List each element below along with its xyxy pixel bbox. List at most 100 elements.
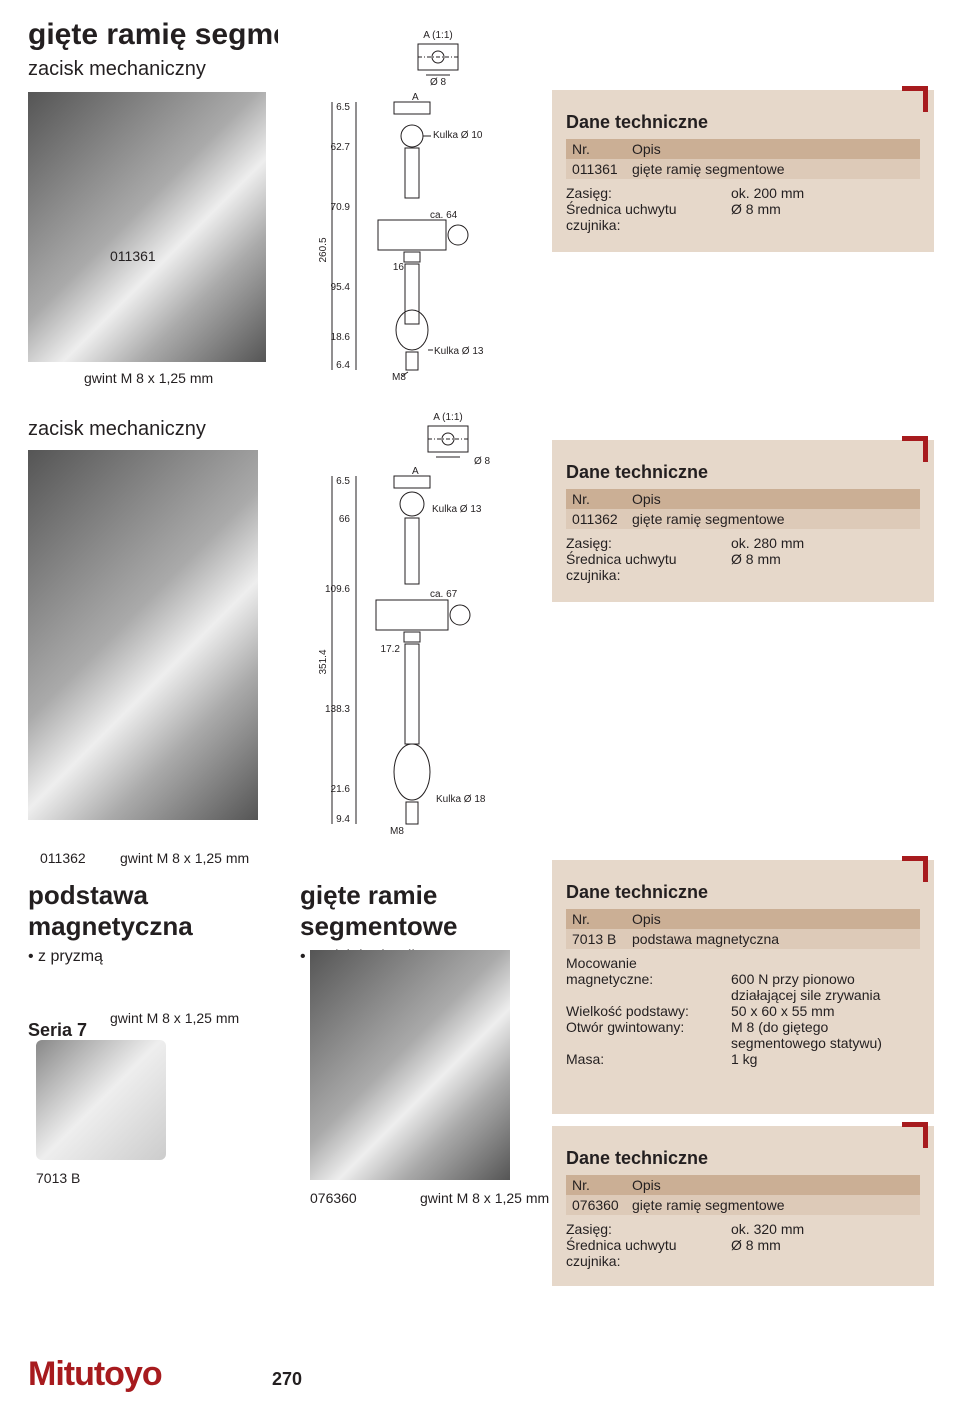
panel-title: Dane techniczne xyxy=(566,882,920,903)
corner-mark-icon xyxy=(902,856,928,882)
col-nr: Nr. xyxy=(566,139,626,159)
corner-mark-icon xyxy=(902,1122,928,1148)
spec-key: Mocowanie xyxy=(566,955,731,971)
cell-nr: 011361 xyxy=(566,159,626,179)
reach-key: Zasięg: xyxy=(566,1221,731,1237)
svg-text:17.2: 17.2 xyxy=(381,644,401,655)
part-callout-7013b: 7013 B xyxy=(36,1170,80,1186)
cell-nr: 076360 xyxy=(566,1195,626,1215)
col-opis: Opis xyxy=(626,489,920,509)
svg-text:260.5: 260.5 xyxy=(318,237,329,262)
thread-label-2: gwint M 8 x 1,25 mm xyxy=(120,850,249,866)
svg-text:9.4: 9.4 xyxy=(336,814,350,825)
svg-text:ca. 64: ca. 64 xyxy=(430,210,458,221)
thread-label-1: gwint M 8 x 1,25 mm xyxy=(84,370,213,386)
cell-opis: gięte ramię segmentowe xyxy=(626,159,920,179)
bullet-with-prism: z pryzmą xyxy=(28,948,288,966)
heading-arm-hydraulic: gięte ramie segmentowe xyxy=(300,880,540,942)
spec-val: 1 kg xyxy=(731,1051,920,1067)
svg-text:Kulka Ø 10: Kulka Ø 10 xyxy=(433,130,483,141)
col-opis: Opis xyxy=(626,139,920,159)
dia-key: Średnica uchwytu czujnika: xyxy=(566,551,731,583)
dia-key: Średnica uchwytu czujnika: xyxy=(566,1237,731,1269)
spec-key xyxy=(566,987,731,1003)
svg-text:6.5: 6.5 xyxy=(336,102,350,113)
svg-text:ca. 67: ca. 67 xyxy=(430,589,458,600)
svg-text:95.4: 95.4 xyxy=(331,282,351,293)
spec-table-011362: Nr. Opis 011362 gięte ramię segmentowe xyxy=(566,489,920,529)
cell-opis: podstawa magnetyczna xyxy=(626,929,920,949)
col-nr: Nr. xyxy=(566,489,626,509)
dia-key: Średnica uchwytu czujnika: xyxy=(566,201,731,233)
spec-key: Masa: xyxy=(566,1051,731,1067)
spec-val xyxy=(731,955,920,971)
reach-val: ok. 280 mm xyxy=(731,535,920,551)
svg-text:M8: M8 xyxy=(392,372,406,383)
panel-title: Dane techniczne xyxy=(566,462,920,483)
svg-text:351.4: 351.4 xyxy=(318,649,329,674)
svg-text:A (1:1): A (1:1) xyxy=(433,412,462,423)
tech-data-panel-7013b: Dane techniczne Nr. Opis 7013 B podstawa… xyxy=(552,860,934,1114)
svg-text:A: A xyxy=(412,466,419,477)
cell-opis: gięte ramię segmentowe xyxy=(626,509,920,529)
svg-text:Kulka Ø 13: Kulka Ø 13 xyxy=(434,346,484,357)
spec-val: 50 x 60 x 55 mm xyxy=(731,1003,920,1019)
tech-data-panel-076360: Dane techniczne Nr. Opis 076360 gięte ra… xyxy=(552,1126,934,1286)
svg-text:M8: M8 xyxy=(390,826,404,837)
svg-text:Ø 8: Ø 8 xyxy=(430,77,447,88)
spec-table-076360: Nr. Opis 076360 gięte ramię segmentowe xyxy=(566,1175,920,1215)
panel-title: Dane techniczne xyxy=(566,112,920,133)
brand-logo: Mitutoyo xyxy=(28,1355,162,1394)
col-nr: Nr. xyxy=(566,1175,626,1195)
spec-table-7013b: Nr. Opis 7013 B podstawa magnetyczna xyxy=(566,909,920,949)
product-photo-011361 xyxy=(28,92,266,362)
col-opis: Opis xyxy=(626,1175,920,1195)
cell-nr: 7013 B xyxy=(566,929,626,949)
spec-key: Wielkość podstawy: xyxy=(566,1003,731,1019)
svg-text:16: 16 xyxy=(393,262,405,273)
spec-key xyxy=(566,1035,731,1051)
svg-text:21.6: 21.6 xyxy=(331,784,351,795)
svg-text:70.9: 70.9 xyxy=(331,202,351,213)
cell-nr: 011362 xyxy=(566,509,626,529)
tech-drawing-011361: A (1:1) Ø 8 A Kulka Ø 10 ca. 64 16 Kulka… xyxy=(278,20,538,390)
spec-val: 600 N przy pionowo xyxy=(731,971,920,987)
svg-text:62.7: 62.7 xyxy=(331,142,351,153)
product-photo-011362 xyxy=(28,450,258,820)
svg-text:Kulka Ø 13: Kulka Ø 13 xyxy=(432,504,482,515)
spec-val: M 8 (do giętego xyxy=(731,1019,920,1035)
tech-data-panel-011362: Dane techniczne Nr. Opis 011362 gięte ra… xyxy=(552,440,934,602)
tech-drawing-011362: A (1:1) Ø 8 A Kulka Ø 13 ca. 67 17.2 Kul… xyxy=(278,402,538,852)
spec-key: magnetyczne: xyxy=(566,971,731,987)
spec-rows-7013b: Mocowaniemagnetyczne:600 N przy pionowod… xyxy=(566,955,920,1067)
spec-val: działającej sile zrywania xyxy=(731,987,920,1003)
thread-label-4: gwint M 8 x 1,25 mm xyxy=(420,1190,549,1206)
tech-data-panel-011361: Dane techniczne Nr. Opis 011361 gięte ra… xyxy=(552,90,934,252)
thread-label-3: gwint M 8 x 1,25 mm xyxy=(110,1010,239,1026)
svg-text:66: 66 xyxy=(339,514,351,525)
page-number: 270 xyxy=(272,1369,302,1390)
dia-val: Ø 8 mm xyxy=(731,1237,920,1269)
svg-text:Kulka Ø 18: Kulka Ø 18 xyxy=(436,794,486,805)
cell-opis: gięte ramię segmentowe xyxy=(626,1195,920,1215)
svg-text:18.6: 18.6 xyxy=(331,332,351,343)
svg-text:A: A xyxy=(412,92,419,103)
corner-mark-icon xyxy=(902,86,928,112)
part-callout-076360: 076360 xyxy=(310,1190,357,1206)
product-photo-7013b xyxy=(36,1040,166,1160)
svg-text:109.6: 109.6 xyxy=(325,584,350,595)
svg-text:6.4: 6.4 xyxy=(336,360,350,371)
corner-mark-icon xyxy=(902,436,928,462)
svg-text:Ø 8: Ø 8 xyxy=(474,456,491,467)
panel-title: Dane techniczne xyxy=(566,1148,920,1169)
dia-val: Ø 8 mm xyxy=(731,551,920,583)
dia-val: Ø 8 mm xyxy=(731,201,920,233)
product-photo-076360 xyxy=(310,950,510,1180)
svg-text:138.3: 138.3 xyxy=(325,704,350,715)
svg-text:A (1:1): A (1:1) xyxy=(423,30,452,41)
svg-text:6.5: 6.5 xyxy=(336,476,350,487)
reach-val: ok. 200 mm xyxy=(731,185,920,201)
spec-table-011361: Nr. Opis 011361 gięte ramię segmentowe xyxy=(566,139,920,179)
col-opis: Opis xyxy=(626,909,920,929)
heading-magnetic-base: podstawa magnetyczna xyxy=(28,880,288,942)
